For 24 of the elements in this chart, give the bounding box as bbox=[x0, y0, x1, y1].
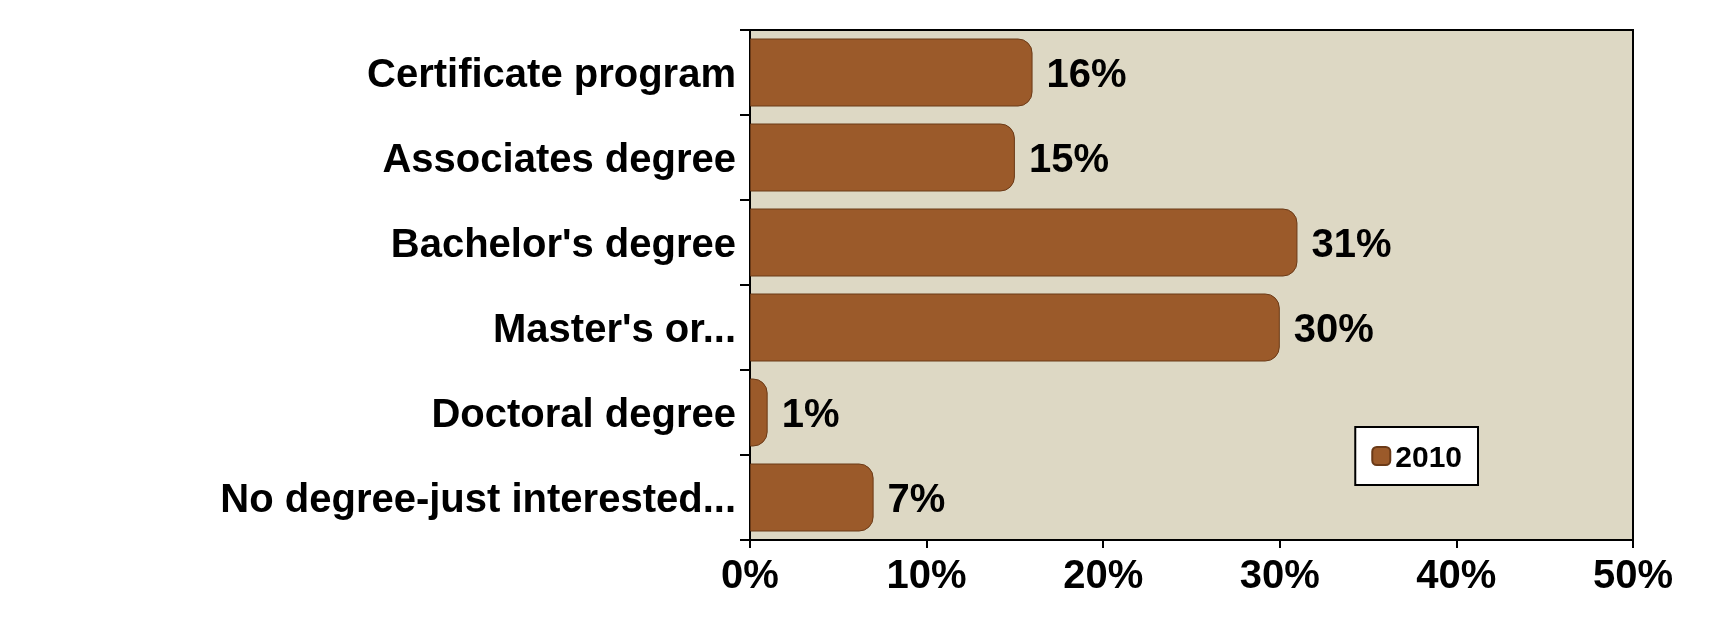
x-tick-label: 20% bbox=[1063, 552, 1144, 596]
y-tick-label: Doctoral degree bbox=[431, 390, 736, 435]
x-tick-label: 40% bbox=[1416, 552, 1497, 596]
data-label: 16% bbox=[1046, 50, 1127, 95]
y-tick-label: Master's or... bbox=[493, 305, 736, 350]
bar bbox=[750, 38, 1033, 107]
x-tick-label: 30% bbox=[1239, 552, 1320, 596]
y-tick-label: Associates degree bbox=[382, 135, 736, 180]
bar bbox=[750, 293, 1280, 362]
x-tick-label: 0% bbox=[721, 552, 779, 596]
data-label: 30% bbox=[1293, 305, 1374, 350]
data-label: 31% bbox=[1311, 220, 1392, 265]
legend-label: 2010 bbox=[1395, 439, 1463, 473]
x-tick-label: 50% bbox=[1592, 552, 1674, 596]
x-tick-label: 10% bbox=[886, 552, 967, 596]
bar bbox=[750, 123, 1015, 192]
data-label: 7% bbox=[887, 475, 946, 520]
y-tick-label: No degree-just interested... bbox=[220, 475, 736, 520]
data-label: 15% bbox=[1028, 135, 1109, 180]
y-tick-label: Bachelor's degree bbox=[390, 220, 736, 265]
y-tick-label: Certificate program bbox=[367, 50, 736, 95]
bar bbox=[750, 463, 874, 532]
bar bbox=[750, 208, 1298, 277]
data-label: 1% bbox=[781, 390, 840, 435]
